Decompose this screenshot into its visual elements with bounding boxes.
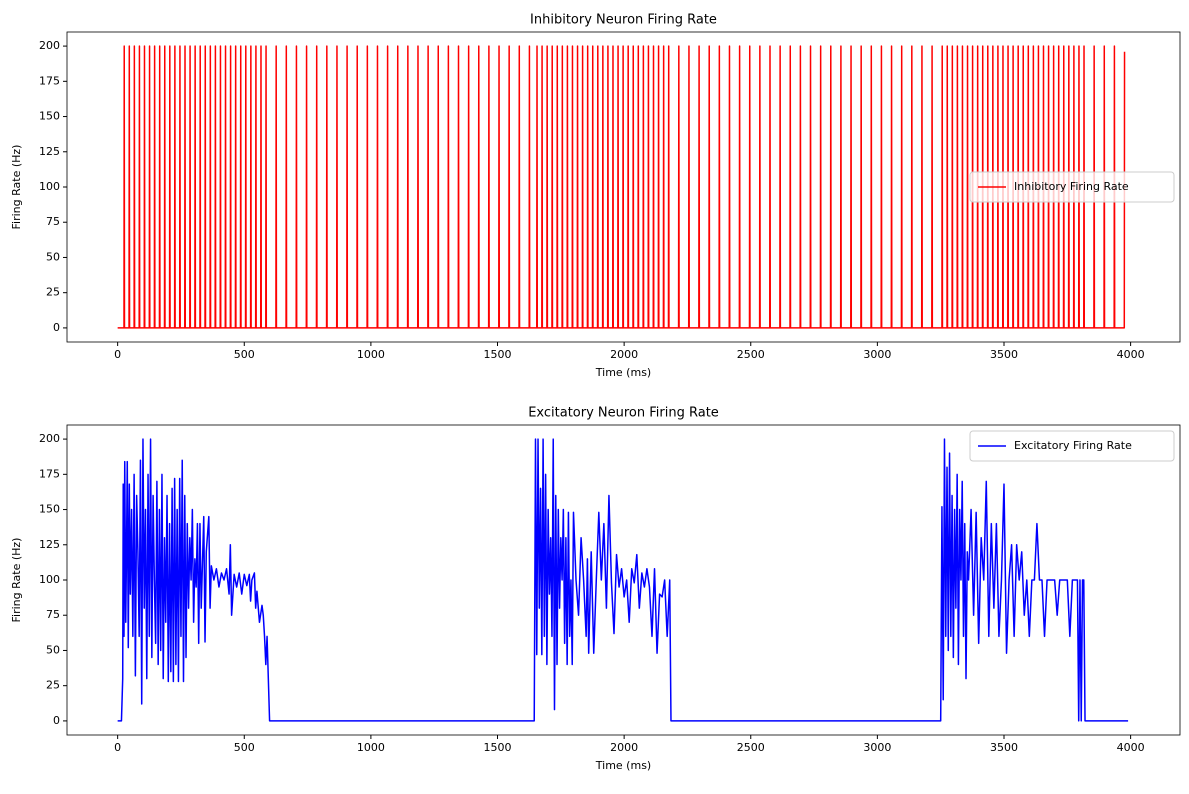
x-tick-label: 1000: [357, 348, 385, 361]
legend-box: [969, 171, 1175, 203]
y-tick-label: 100: [39, 180, 60, 193]
x-tick-label: 2500: [737, 741, 765, 754]
x-tick-label: 1500: [484, 348, 512, 361]
data-line: [117, 438, 1129, 722]
y-tick-label: 100: [39, 573, 60, 586]
x-tick-label: 1000: [357, 741, 385, 754]
y-tick-label: 150: [39, 503, 60, 516]
y-tick-label: 50: [46, 250, 60, 263]
x-tick-label: 0: [114, 348, 121, 361]
y-tick-label: 200: [39, 39, 60, 52]
legend-box: [969, 430, 1175, 462]
x-tick-label: 2000: [610, 741, 638, 754]
legend-label: Excitatory Firing Rate: [1014, 439, 1132, 452]
x-tick-label: 4000: [1117, 348, 1145, 361]
y-tick-label: 25: [46, 679, 60, 692]
x-tick-label: 2500: [737, 348, 765, 361]
y-axis-label: Firing Rate (Hz): [10, 538, 23, 623]
y-tick-label: 125: [39, 145, 60, 158]
x-tick-label: 3000: [863, 741, 891, 754]
y-tick-label: 25: [46, 286, 60, 299]
chart-title: Inhibitory Neuron Firing Rate: [530, 13, 717, 28]
x-axis-label: Time (ms): [595, 759, 651, 772]
chart-title: Excitatory Neuron Firing Rate: [528, 406, 719, 421]
x-tick-label: 3500: [990, 348, 1018, 361]
y-tick-label: 175: [39, 74, 60, 87]
x-tick-label: 2000: [610, 348, 638, 361]
y-tick-label: 150: [39, 110, 60, 123]
y-tick-label: 0: [53, 321, 60, 334]
y-tick-label: 175: [39, 467, 60, 480]
y-tick-label: 75: [46, 215, 60, 228]
y-tick-label: 125: [39, 538, 60, 551]
y-axis-label: Firing Rate (Hz): [10, 145, 23, 230]
x-tick-label: 500: [234, 741, 255, 754]
data-line: [117, 45, 1126, 329]
x-tick-label: 3500: [990, 741, 1018, 754]
x-tick-label: 0: [114, 741, 121, 754]
x-tick-label: 4000: [1117, 741, 1145, 754]
legend-label: Inhibitory Firing Rate: [1014, 180, 1129, 193]
x-tick-label: 500: [234, 348, 255, 361]
y-tick-label: 0: [53, 714, 60, 727]
axes-frame: [66, 424, 1181, 736]
x-axis-label: Time (ms): [595, 366, 651, 379]
y-tick-label: 200: [39, 432, 60, 445]
x-tick-label: 3000: [863, 348, 891, 361]
y-tick-label: 50: [46, 643, 60, 656]
y-tick-label: 75: [46, 608, 60, 621]
x-tick-label: 1500: [484, 741, 512, 754]
axes-frame: [66, 31, 1181, 343]
